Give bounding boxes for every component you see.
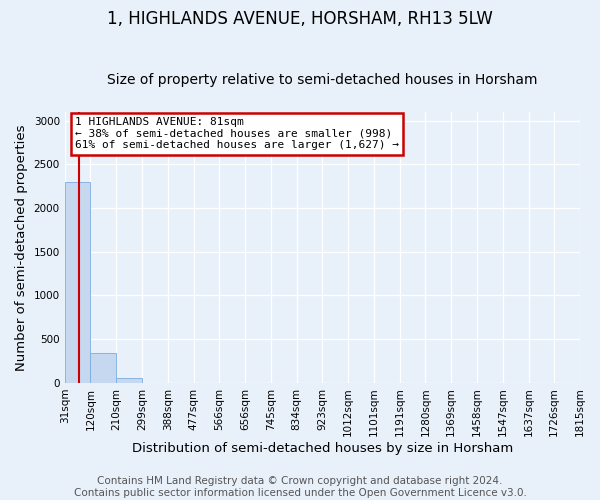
Text: 1 HIGHLANDS AVENUE: 81sqm
← 38% of semi-detached houses are smaller (998)
61% of: 1 HIGHLANDS AVENUE: 81sqm ← 38% of semi-… [75, 117, 399, 150]
Bar [116, 378, 142, 383]
Bar [65, 182, 91, 383]
X-axis label: Distribution of semi-detached houses by size in Horsham: Distribution of semi-detached houses by … [132, 442, 513, 455]
Text: 1, HIGHLANDS AVENUE, HORSHAM, RH13 5LW: 1, HIGHLANDS AVENUE, HORSHAM, RH13 5LW [107, 10, 493, 28]
Bar [91, 353, 116, 383]
Text: Contains HM Land Registry data © Crown copyright and database right 2024.
Contai: Contains HM Land Registry data © Crown c… [74, 476, 526, 498]
Y-axis label: Number of semi-detached properties: Number of semi-detached properties [15, 124, 28, 370]
Title: Size of property relative to semi-detached houses in Horsham: Size of property relative to semi-detach… [107, 73, 538, 87]
